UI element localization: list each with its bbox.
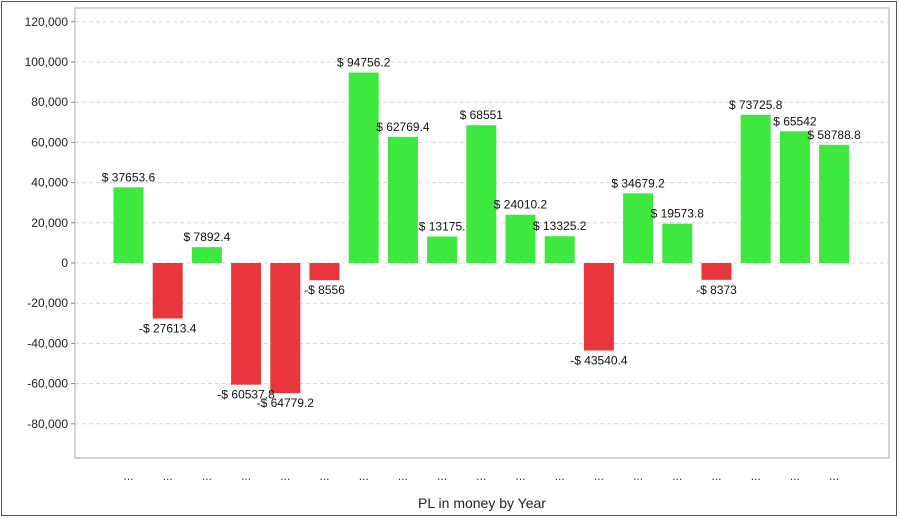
bar[interactable] — [191, 247, 222, 263]
x-category-label: ... — [555, 469, 565, 483]
bar-value-label: $ 62769.4 — [376, 120, 430, 134]
x-category-label: ... — [123, 469, 133, 483]
y-tick-label: -60,000 — [27, 377, 68, 391]
x-category-label: ... — [437, 469, 447, 483]
bar-value-label: $ 13175. — [419, 220, 466, 234]
bar[interactable] — [231, 263, 262, 385]
bar-value-label: $ 73725.8 — [729, 98, 783, 112]
bar[interactable] — [113, 187, 144, 263]
x-category-label: ... — [829, 469, 839, 483]
x-axis-title: PL in money by Year — [418, 495, 546, 511]
bar[interactable] — [662, 223, 693, 263]
bar[interactable] — [701, 263, 732, 280]
bar-value-label: $ 24010.2 — [494, 198, 548, 212]
x-category-label: ... — [202, 469, 212, 483]
bar[interactable] — [309, 263, 340, 281]
bar-value-label: $ 7892.4 — [184, 230, 231, 244]
y-tick-label: 100,000 — [25, 55, 69, 69]
x-category-label: ... — [711, 469, 721, 483]
y-tick-label: 20,000 — [31, 216, 68, 230]
y-tick-label: 80,000 — [31, 95, 68, 109]
bar[interactable] — [427, 236, 458, 263]
bar[interactable] — [544, 236, 575, 263]
bar-value-label: $ 68551 — [460, 108, 504, 122]
x-category-label: ... — [241, 469, 251, 483]
x-category-label: ... — [163, 469, 173, 483]
bar-value-label: -$ 8556 — [304, 283, 345, 297]
y-axis: 120,000 100,000 80,000 60,000 40,000 20,000 0 -… — [25, 15, 75, 431]
bar-value-label: $ 13325.2 — [533, 219, 587, 233]
bar-value-label: -$ 64779.2 — [257, 396, 315, 410]
y-tick-label: -20,000 — [27, 296, 68, 310]
bar[interactable] — [819, 144, 850, 263]
bars — [113, 72, 850, 394]
y-tick-label: 120,000 — [25, 15, 69, 29]
bar-value-label: $ 94756.2 — [337, 56, 391, 70]
y-tick-label: -40,000 — [27, 336, 68, 350]
bar-value-label: $ 58788.8 — [807, 128, 861, 142]
bar[interactable] — [466, 125, 497, 263]
x-category-label: ... — [515, 469, 525, 483]
x-category-label: ... — [476, 469, 486, 483]
bar[interactable] — [270, 263, 301, 394]
bar-value-label: $ 65542 — [773, 114, 817, 128]
x-category-label: ... — [672, 469, 682, 483]
bar[interactable] — [623, 193, 654, 263]
x-category-label: ... — [319, 469, 329, 483]
bar-value-label: -$ 43540.4 — [570, 354, 628, 368]
bar[interactable] — [505, 214, 536, 263]
bar-value-label: -$ 27613.4 — [139, 322, 197, 336]
bar-value-label: $ 34679.2 — [611, 176, 665, 190]
x-category-label: ... — [359, 469, 369, 483]
x-category-label: ... — [633, 469, 643, 483]
y-tick-label: 60,000 — [31, 135, 68, 149]
bar-value-label: -$ 60537.8 — [217, 388, 275, 402]
bar-value-label: -$ 8373 — [696, 283, 737, 297]
bar[interactable] — [583, 263, 614, 351]
bar[interactable] — [779, 131, 810, 263]
x-category-label: ... — [594, 469, 604, 483]
x-category-label: ... — [751, 469, 761, 483]
bar-value-label: $ 19573.8 — [651, 207, 705, 221]
bar[interactable] — [387, 136, 418, 263]
bar[interactable] — [348, 72, 379, 263]
x-category-label: ... — [790, 469, 800, 483]
data-labels: $ 37653.6-$ 27613.4$ 7892.4-$ 60537.8-$ … — [102, 56, 861, 411]
bar[interactable] — [152, 263, 183, 319]
x-category-label: ... — [280, 469, 290, 483]
y-tick-label: 0 — [61, 256, 68, 270]
x-category-label: ... — [398, 469, 408, 483]
bar-value-label: $ 37653.6 — [102, 170, 156, 184]
x-axis: ........................................… — [123, 469, 839, 483]
bar[interactable] — [740, 114, 771, 263]
y-tick-label: 40,000 — [31, 176, 68, 190]
y-tick-label: -80,000 — [27, 417, 68, 431]
